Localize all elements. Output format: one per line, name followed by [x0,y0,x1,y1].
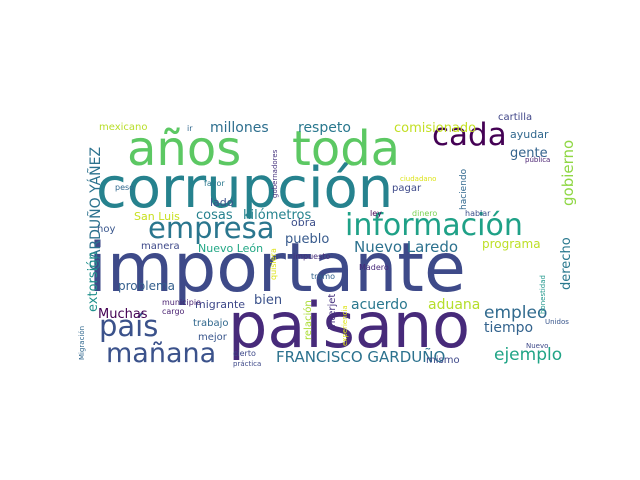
word-ejemplo: ejemplo [494,345,562,365]
word-anos: años [127,121,241,177]
word-garduno-yanez: GARDUÑO YÁÑEZ [87,147,104,270]
word-cierto: cierto [233,349,256,358]
word-ir: ir [187,124,193,133]
word-mexicano: mexicano [99,122,148,133]
word-dinero: dinero [412,209,437,218]
word-pueblo: pueblo [285,232,329,247]
word-paisano: paisano [228,289,470,362]
word-toda: toda [292,121,400,177]
word-migrante: migrante [195,298,245,311]
word-publica: pública [525,156,550,164]
word-haciendo: haciendo [459,168,469,210]
word-comisionado: comisionado [394,121,476,136]
word-lado: lado [210,196,234,209]
word-pagar: pagar [392,183,422,194]
word-impuesto: impuesto [293,252,330,261]
word-kilometros: kilómetros [243,208,311,223]
word-nuevo-laredo: Nuevo Laredo [354,238,458,256]
word-migracion: Migración [78,326,86,360]
word-gobierno: gobierno [559,140,577,206]
word-nuevo-leon: Nuevo León [198,242,263,255]
word-unidos: Unidos [545,318,569,326]
word-interjet: Interjet [327,294,338,330]
word-tiempo: tiempo [484,320,533,336]
cloud-words: importante paisano corrupción años toda … [78,112,577,369]
word-favor: favor [204,179,225,188]
word-millones: millones [210,120,269,136]
word-trabajo: trabajo [193,318,229,329]
word-muchas: Muchas [98,307,148,322]
word-honestidad: honestidad [539,275,547,314]
word-empresa: empresa [148,211,275,245]
word-extorsion: extorsión [86,252,101,312]
word-nuevo: Nuevo [526,342,548,350]
word-importante: importante [88,229,466,308]
word-mismo: mismo [426,355,460,366]
word-mejor: mejor [198,332,228,343]
word-madero: Madero [359,263,389,272]
word-san-luis: San Luis [134,210,180,223]
word-empleo: empleo [484,303,547,323]
word-municipio: municipio [162,298,201,307]
word-corrupcion: corrupción [96,156,393,221]
word-cartilla: cartilla [498,112,532,123]
word-bien: bien [254,293,282,308]
word-manera: manera [141,241,180,252]
word-ley: ley [370,209,382,218]
word-aduana: aduana [428,297,480,313]
word-ciudadano: ciudadano [400,175,436,183]
word-experiencia: experiencia [341,305,349,346]
word-pais: país [99,309,158,343]
word-cada: cada [432,117,507,153]
word-obra: obra [291,216,316,229]
word-respeto: derecho [559,237,574,290]
word-problema: problema [118,279,175,293]
word-hablar: hablar [465,209,491,218]
word-tramo: tramo [311,272,335,281]
word-ayudar: ayudar [510,128,549,141]
word-cargo: cargo [162,307,185,316]
word-informacion: información [345,208,523,243]
word-gente: gente [510,146,548,161]
word-derecho: respeto [298,120,351,136]
word-hoy: hoy [97,224,115,235]
word-cosas: cosas [196,208,233,223]
word-programa: programa [482,237,541,251]
word-francisco-garduno: FRANCISCO GARDUÑO [276,347,445,366]
word-gobernadores: gobernadores [271,149,279,198]
word-quisiera: quisiera [269,248,278,280]
word-acuerdo: acuerdo [351,297,408,313]
word-manana: mañana [106,338,216,369]
word-peso: peso [115,183,134,192]
word-practica: práctica [233,360,261,368]
word-relacion: relación [302,300,314,340]
